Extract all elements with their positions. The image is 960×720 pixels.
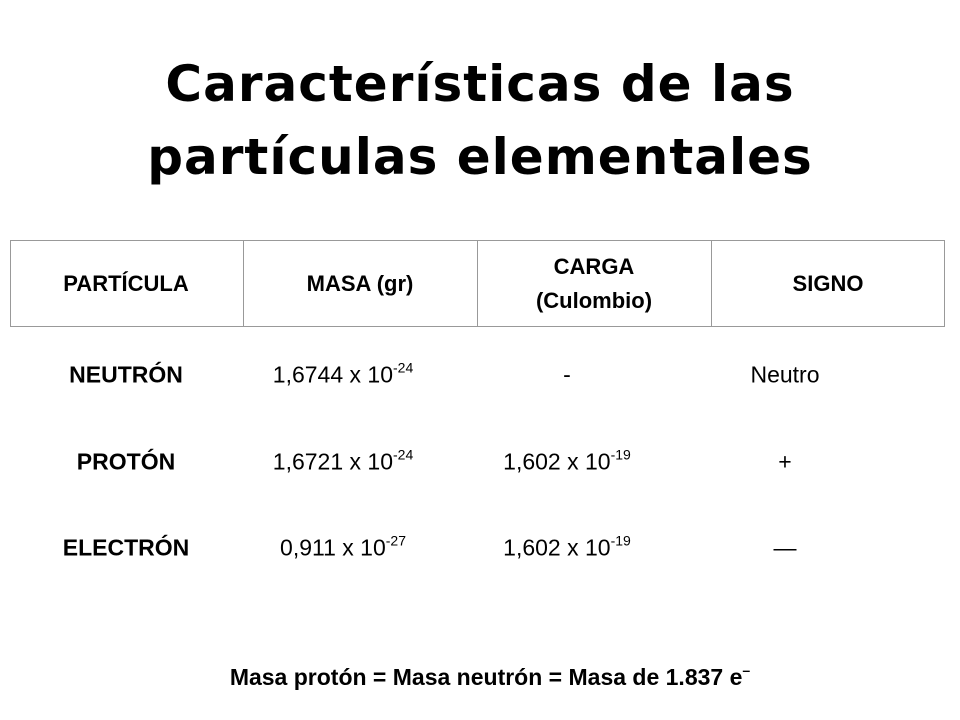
table-cell: + (778, 448, 792, 475)
table-cell: 1,602 x 10-19 (503, 532, 631, 562)
table-cell: 1,6721 x 10-24 (272, 446, 414, 476)
cell-base: 1,602 x 10 (503, 448, 611, 475)
footer: Masa protón = Masa neutrón = Masa de 1.8… (0, 662, 960, 691)
cell-exponent: -24 (392, 446, 414, 463)
table-cell: 0,911 x 10-27 (280, 532, 406, 562)
cell-exponent: -19 (610, 446, 631, 463)
title-line: partículas elementales (147, 128, 813, 186)
cell-exponent: -27 (385, 532, 406, 549)
row-label: PROTÓN (76, 448, 176, 475)
cell-base: 0,911 x 10 (280, 534, 386, 561)
footer-text: Masa protón = Masa neutrón = Masa de 1.8… (229, 664, 743, 690)
header-separator (711, 240, 712, 327)
header-cell: PARTÍCULA (63, 271, 189, 296)
cell-base: 1,6744 x 10 (272, 361, 393, 388)
title-line: Características de las (165, 55, 795, 113)
row-label: NEUTRÓN (69, 361, 183, 388)
header-separator (477, 240, 478, 327)
table-cell: 1,602 x 10-19 (503, 446, 631, 476)
header-cell: CARGA (Culombio) (535, 254, 653, 313)
table-cell: 1,6744 x 10-24 (272, 359, 414, 389)
table-cell: — (773, 534, 797, 561)
header-cell: SIGNO (792, 271, 864, 296)
table-cell: Neutro (750, 361, 820, 388)
table-cell: - (563, 361, 571, 388)
row-label: ELECTRÓN (62, 534, 190, 561)
header-cell: MASA (gr) (306, 271, 414, 296)
cell-base: 1,602 x 10 (503, 534, 611, 561)
footer-superscript: – (742, 662, 751, 678)
cell-exponent: -19 (610, 532, 631, 549)
cell-base: 1,6721 x 10 (272, 448, 393, 475)
cell-exponent: -24 (392, 359, 414, 376)
header-separator (243, 240, 244, 327)
